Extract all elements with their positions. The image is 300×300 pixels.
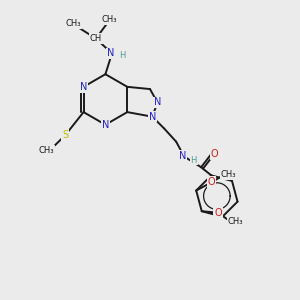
Text: H: H <box>190 156 197 165</box>
Text: N: N <box>102 120 109 130</box>
Text: N: N <box>179 151 186 161</box>
Text: N: N <box>154 98 161 107</box>
Text: H: H <box>119 51 125 60</box>
Text: CH₃: CH₃ <box>221 170 236 179</box>
Text: N: N <box>80 82 87 92</box>
Text: O: O <box>208 177 215 187</box>
Text: N: N <box>149 112 156 122</box>
Text: S: S <box>62 130 68 140</box>
Text: O: O <box>214 208 222 218</box>
Text: O: O <box>211 149 218 160</box>
Text: CH₃: CH₃ <box>101 15 117 24</box>
Text: CH₃: CH₃ <box>66 19 81 28</box>
Text: CH₃: CH₃ <box>227 217 243 226</box>
Text: CH: CH <box>90 34 102 43</box>
Text: N: N <box>107 48 114 59</box>
Text: CH₃: CH₃ <box>39 146 54 155</box>
